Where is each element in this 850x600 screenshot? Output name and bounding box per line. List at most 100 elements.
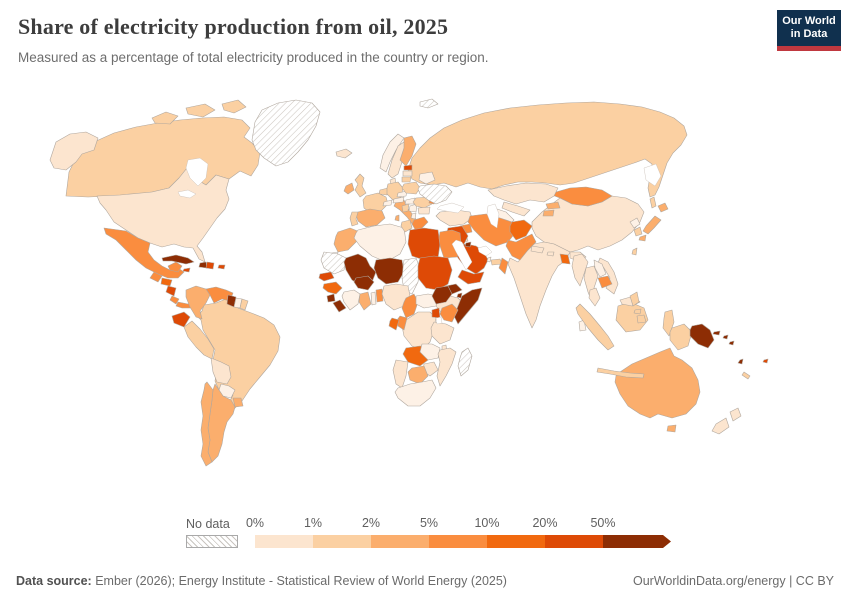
country-chad[interactable] [401, 257, 421, 295]
owid-logo[interactable]: Our World in Data [777, 10, 841, 51]
country-nepal[interactable] [530, 245, 545, 254]
country-mauritania[interactable] [320, 251, 347, 275]
country-canada[interactable] [65, 116, 261, 198]
country-french-guiana[interactable] [239, 298, 249, 311]
country-south-sudan[interactable] [431, 285, 453, 305]
country-guatemala[interactable] [149, 271, 163, 283]
country-japan[interactable] [638, 234, 647, 242]
country-costa-rica[interactable] [169, 295, 180, 305]
country-bangladesh[interactable] [559, 253, 571, 265]
country-canada[interactable] [221, 99, 247, 114]
legend-bin-1[interactable] [313, 535, 371, 548]
country-new-zealand[interactable] [711, 417, 730, 435]
country-colombia[interactable] [185, 285, 211, 320]
country-canada[interactable] [151, 111, 179, 125]
country-dominican-republic[interactable] [205, 261, 215, 270]
country-tajikistan[interactable] [542, 209, 555, 217]
country-latvia[interactable] [402, 170, 413, 177]
country-svalbard[interactable] [419, 98, 439, 109]
country-austria[interactable] [392, 196, 405, 204]
country-laos[interactable] [593, 259, 607, 278]
country-new-caledonia[interactable] [741, 371, 751, 380]
country-afghanistan[interactable] [509, 219, 533, 241]
country-sudan[interactable] [417, 255, 453, 291]
country-south-africa[interactable] [394, 379, 437, 407]
country-estonia[interactable] [403, 164, 413, 171]
legend-bin-5[interactable] [429, 535, 487, 548]
country-canada[interactable] [185, 103, 216, 118]
country-japan[interactable] [642, 215, 662, 235]
country-hungary[interactable] [404, 197, 416, 205]
legend-bin-0[interactable] [255, 535, 313, 548]
country-nicaragua[interactable] [165, 285, 177, 297]
country-indonesia[interactable] [596, 367, 645, 379]
country-papua-new-guinea[interactable] [712, 330, 721, 336]
country-jamaica[interactable] [182, 267, 191, 273]
footer-link[interactable]: OurWorldinData.org/energy | CC BY [632, 574, 834, 588]
country-libya[interactable] [407, 227, 441, 261]
country-philippines[interactable] [636, 314, 647, 324]
country-guinea[interactable] [322, 281, 343, 295]
country-morocco[interactable] [333, 227, 361, 253]
country-liberia[interactable] [332, 299, 347, 313]
country-tanzania[interactable] [430, 321, 455, 345]
country-mexico[interactable] [103, 227, 185, 279]
country-honduras[interactable] [160, 277, 173, 287]
country-south-korea[interactable] [633, 226, 643, 237]
country-australia[interactable] [614, 347, 701, 419]
country-tunisia[interactable] [400, 219, 413, 233]
country-peru[interactable] [183, 320, 215, 360]
country-niger[interactable] [373, 257, 405, 285]
country-japan[interactable] [657, 202, 669, 213]
country-malaysia[interactable] [588, 287, 601, 307]
country-italy[interactable] [394, 214, 400, 222]
country-ecuador[interactable] [171, 311, 191, 328]
country-russia[interactable] [649, 196, 657, 209]
country-myanmar[interactable] [571, 253, 589, 287]
country-mexico[interactable] [167, 261, 183, 273]
country-indonesia[interactable] [575, 303, 615, 351]
country-mongolia[interactable] [551, 186, 613, 207]
legend-bin-2[interactable] [371, 535, 429, 548]
country-uzbekistan[interactable] [501, 201, 531, 217]
country-germany[interactable] [386, 181, 404, 201]
country-burkina-faso[interactable] [353, 275, 375, 291]
country-bolivia[interactable] [210, 357, 232, 385]
country-kuwait[interactable] [464, 241, 472, 248]
country-czechia[interactable] [396, 190, 408, 198]
country-bulgaria[interactable] [417, 206, 431, 215]
country-namibia[interactable] [392, 359, 409, 389]
country-croatia[interactable] [401, 203, 410, 213]
country-lithuania[interactable] [401, 176, 412, 183]
country-greenland[interactable] [251, 99, 321, 167]
country-finland[interactable] [399, 135, 417, 167]
country-indonesia[interactable] [669, 323, 693, 351]
country-madagascar[interactable] [457, 347, 473, 377]
country-fiji[interactable] [762, 358, 769, 364]
country-spain[interactable] [355, 208, 386, 228]
country-togo[interactable] [370, 291, 377, 306]
legend-no-data-swatch[interactable] [186, 535, 238, 548]
country-chile[interactable] [200, 381, 214, 467]
country-ivory-coast[interactable] [341, 289, 361, 311]
country-benin[interactable] [375, 288, 384, 303]
country-kenya[interactable] [439, 303, 459, 323]
legend-bin-50[interactable] [603, 535, 671, 548]
country-solomon-islands[interactable] [722, 334, 729, 340]
country-turkey[interactable] [435, 209, 473, 227]
country-united-kingdom[interactable] [354, 173, 367, 198]
country-mozambique[interactable] [436, 347, 457, 387]
country-kazakhstan[interactable] [487, 182, 559, 205]
country-kyrgyzstan[interactable] [545, 201, 561, 210]
country-zambia[interactable] [419, 343, 441, 361]
country-netherlands[interactable] [378, 187, 389, 196]
country-cuba[interactable] [161, 254, 195, 265]
country-philippines[interactable] [629, 291, 640, 307]
country-taiwan[interactable] [631, 247, 638, 256]
country-ukraine[interactable] [417, 183, 453, 205]
country-democratic-republic-of-congo[interactable] [401, 311, 437, 351]
country-portugal[interactable] [349, 211, 359, 227]
country-senegal[interactable] [318, 271, 335, 282]
country-philippines[interactable] [633, 308, 642, 315]
